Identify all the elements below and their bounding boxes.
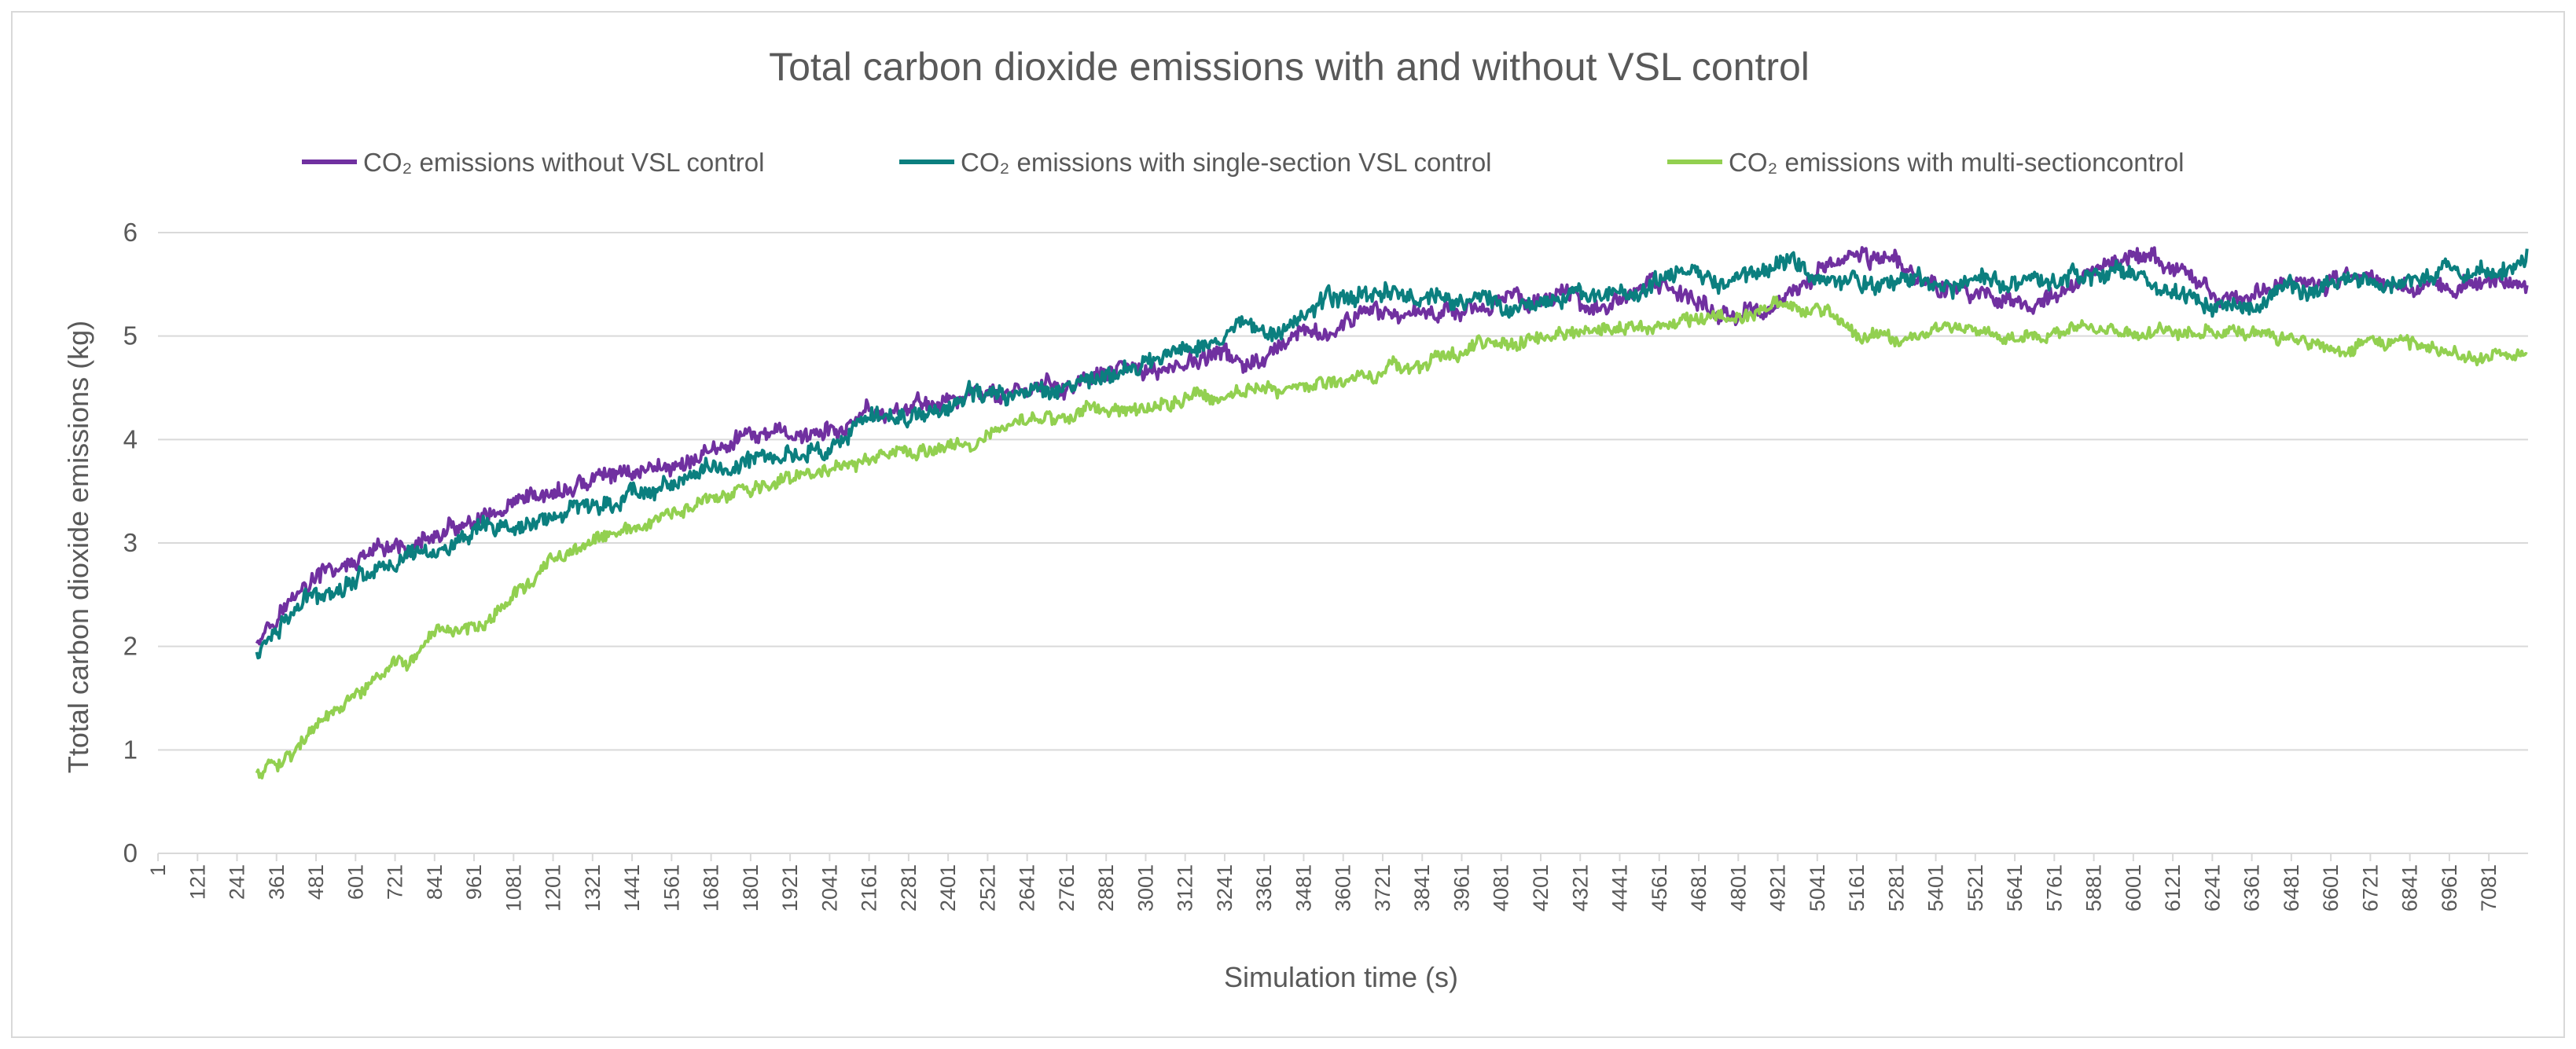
- x-tick-label: 3721: [1371, 864, 1395, 911]
- chart-title: Total carbon dioxide emissions with and …: [769, 45, 1810, 89]
- x-tick-label: 2161: [858, 864, 881, 911]
- series-group: [255, 246, 2529, 779]
- y-tick-label: 2: [123, 632, 138, 661]
- legend: CO₂ emissions without VSL control CO₂ em…: [302, 148, 2184, 177]
- x-tick-label: 5761: [2042, 864, 2066, 911]
- x-tick-label: 2281: [897, 864, 921, 911]
- series-line-without-vsl: [255, 246, 2529, 646]
- x-tick-label: 4921: [1766, 864, 1790, 911]
- x-tick-label: 4441: [1608, 864, 1632, 911]
- x-tick-label: 6121: [2161, 864, 2185, 911]
- y-tick-label: 5: [123, 321, 138, 350]
- x-tick-label: 4561: [1648, 864, 1671, 911]
- x-tick-label: 6721: [2358, 864, 2382, 911]
- y-tick-label: 3: [123, 528, 138, 557]
- x-tick-label: 3001: [1134, 864, 1157, 911]
- x-tick-label: 4321: [1568, 864, 1592, 911]
- x-tick-label: 2401: [936, 864, 960, 911]
- y-tick-label: 6: [123, 218, 138, 247]
- x-tick-label: 1201: [542, 864, 565, 911]
- x-tick-label: 5161: [1845, 864, 1869, 911]
- x-tick-label: 1441: [620, 864, 644, 911]
- x-tick-label: 5041: [1806, 864, 1829, 911]
- y-tick-label: 1: [123, 735, 138, 764]
- legend-label-multi-section: CO₂ emissions with multi-sectioncontrol: [1729, 148, 2184, 177]
- x-tick-label: 3481: [1292, 864, 1315, 911]
- x-tick-label: 1921: [778, 864, 802, 911]
- x-tick-label: 1081: [502, 864, 525, 911]
- x-tick-label: 6961: [2438, 864, 2461, 911]
- x-tick-label: 2881: [1094, 864, 1118, 911]
- x-tick-label: 481: [304, 864, 328, 900]
- x-tick-label: 1561: [660, 864, 683, 911]
- x-tick-label: 3841: [1410, 864, 1434, 911]
- x-tick-label: 1801: [739, 864, 763, 911]
- x-tick-label: 361: [265, 864, 288, 900]
- x-tick-label: 1321: [581, 864, 604, 911]
- legend-label-single-section: CO₂ emissions with single-section VSL co…: [961, 148, 1492, 177]
- x-tick-label: 3241: [1213, 864, 1237, 911]
- x-tick-label: 6001: [2122, 864, 2145, 911]
- y-tick-label: 0: [123, 838, 138, 867]
- x-tick-label: 3121: [1174, 864, 1197, 911]
- x-tick-label: 5521: [1964, 864, 1987, 911]
- x-tick-label: 6481: [2280, 864, 2303, 911]
- x-tick-label: 2521: [976, 864, 999, 911]
- series-line-multi-section: [255, 295, 2528, 779]
- x-tick-label: 5281: [1884, 864, 1908, 911]
- legend-label-without-vsl: CO₂ emissions without VSL control: [363, 148, 764, 177]
- x-tick-label: 961: [462, 864, 486, 900]
- x-axis-title: Simulation time (s): [1224, 961, 1458, 993]
- x-tick-label: 721: [384, 864, 407, 900]
- x-tick-label: 1: [146, 864, 170, 876]
- y-tick-label: 4: [123, 424, 138, 453]
- x-tick-label: 3361: [1252, 864, 1276, 911]
- x-tick-label: 6241: [2200, 864, 2224, 911]
- x-tick-label: 5401: [1924, 864, 1948, 911]
- x-tick-label: 601: [344, 864, 367, 900]
- x-tick-label: 6841: [2398, 864, 2422, 911]
- x-tick-label: 1681: [700, 864, 723, 911]
- x-tick-label: 6601: [2319, 864, 2343, 911]
- x-axis-ticks: 1 121 241 361 481 601 721 841 961 1081 1201 1321 144…: [146, 853, 2501, 911]
- series-line-single-section: [255, 248, 2529, 660]
- y-axis-ticks: 0 1 2 3 4 5 6: [123, 218, 138, 867]
- y-axis-title: Ttotal carbon dioxide emissions (kg): [62, 321, 94, 773]
- x-tick-label: 4081: [1490, 864, 1513, 911]
- x-tick-label: 4801: [1726, 864, 1750, 911]
- x-tick-label: 121: [186, 864, 209, 900]
- x-tick-label: 3601: [1332, 864, 1355, 911]
- chart-frame: Total carbon dioxide emissions with and …: [11, 11, 2565, 1038]
- x-tick-label: 2041: [818, 864, 841, 911]
- x-tick-label: 2641: [1016, 864, 1039, 911]
- x-tick-label: 4681: [1687, 864, 1711, 911]
- x-tick-label: 3961: [1450, 864, 1473, 911]
- x-tick-label: 4201: [1529, 864, 1553, 911]
- x-tick-label: 6361: [2240, 864, 2264, 911]
- x-tick-label: 841: [423, 864, 446, 900]
- x-tick-label: 7081: [2477, 864, 2501, 911]
- x-tick-label: 2761: [1055, 864, 1079, 911]
- x-tick-label: 5881: [2082, 864, 2106, 911]
- x-tick-label: 5641: [2003, 864, 2027, 911]
- x-tick-label: 241: [226, 864, 249, 900]
- chart-svg: Total carbon dioxide emissions with and …: [62, 45, 2529, 993]
